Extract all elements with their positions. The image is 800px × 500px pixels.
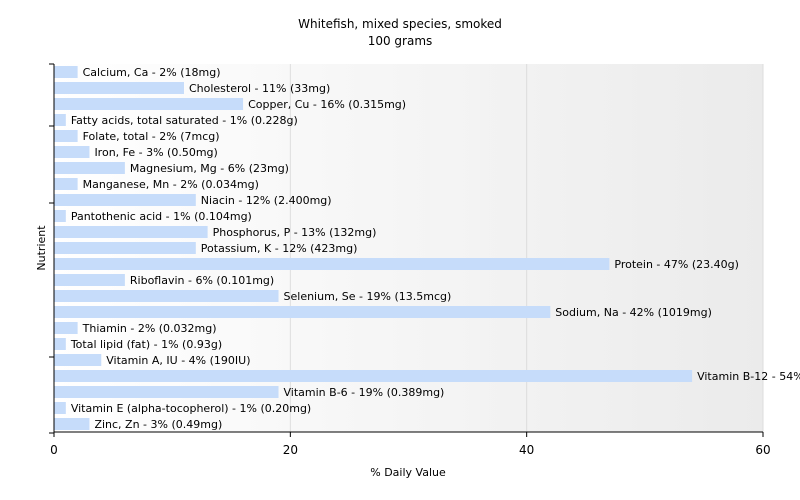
bar <box>54 290 279 302</box>
bar-label: Protein - 47% (23.40g) <box>614 258 739 271</box>
bar-label: Magnesium, Mg - 6% (23mg) <box>130 162 289 175</box>
bar <box>54 98 244 110</box>
bar <box>54 66 78 78</box>
bar-label: Sodium, Na - 42% (1019mg) <box>555 306 712 319</box>
bar <box>54 386 279 398</box>
chart-title: Whitefish, mixed species, smoked <box>298 17 502 31</box>
bar-label: Selenium, Se - 19% (13.5mcg) <box>284 290 452 303</box>
bar-label: Zinc, Zn - 3% (0.49mg) <box>94 418 222 431</box>
plot-area: Calcium, Ca - 2% (18mg) Cholesterol - 11%… <box>49 63 800 457</box>
bar <box>54 242 196 254</box>
bar-label: Vitamin A, IU - 4% (190IU) <box>106 354 250 367</box>
x-tick-label: 0 <box>50 443 58 457</box>
bar-label: Total lipid (fat) - 1% (0.93g) <box>70 338 222 351</box>
bar <box>54 194 196 206</box>
bar <box>54 306 551 318</box>
bar-label: Folate, total - 2% (7mcg) <box>83 130 220 143</box>
x-axis-label: % Daily Value <box>370 466 446 479</box>
bar <box>54 210 66 222</box>
bar-label: Pantothenic acid - 1% (0.104mg) <box>71 210 252 223</box>
bar <box>54 178 78 190</box>
bar-label: Riboflavin - 6% (0.101mg) <box>130 274 274 287</box>
bar-label: Vitamin E (alpha-tocopherol) - 1% (0.20m… <box>71 402 311 415</box>
bar-label: Iron, Fe - 3% (0.50mg) <box>94 146 217 159</box>
bar-label: Phosphorus, P - 13% (132mg) <box>213 226 377 239</box>
bar <box>54 162 125 174</box>
bar <box>54 370 693 382</box>
bar <box>54 226 208 238</box>
bar <box>54 146 90 158</box>
bar-label: Thiamin - 2% (0.032mg) <box>82 322 217 335</box>
bar-label: Fatty acids, total saturated - 1% (0.228… <box>71 114 298 127</box>
bar <box>54 258 610 270</box>
x-tick-label: 20 <box>283 443 298 457</box>
bar <box>54 82 184 94</box>
x-tick-label: 40 <box>519 443 534 457</box>
bar-label: Copper, Cu - 16% (0.315mg) <box>248 98 406 111</box>
chart-subtitle: 100 grams <box>368 34 433 48</box>
bar <box>54 130 78 142</box>
bar-label: Vitamin B-6 - 19% (0.389mg) <box>284 386 445 399</box>
bar <box>54 418 90 430</box>
x-tick-label: 60 <box>755 443 770 457</box>
bar <box>54 322 78 334</box>
bar <box>54 274 125 286</box>
bar-label: Cholesterol - 11% (33mg) <box>189 82 330 95</box>
y-axis-label: Nutrient <box>35 225 48 271</box>
bar-label: Calcium, Ca - 2% (18mg) <box>83 66 221 79</box>
bar-label: Potassium, K - 12% (423mg) <box>201 242 358 255</box>
bar <box>54 338 66 350</box>
bar-label: Vitamin B-12 - 54% (3.26mcg) <box>697 370 800 383</box>
bar <box>54 402 66 414</box>
bar-label: Niacin - 12% (2.400mg) <box>201 194 332 207</box>
bar-label: Manganese, Mn - 2% (0.034mg) <box>83 178 259 191</box>
bar <box>54 114 66 126</box>
bar <box>54 354 102 366</box>
